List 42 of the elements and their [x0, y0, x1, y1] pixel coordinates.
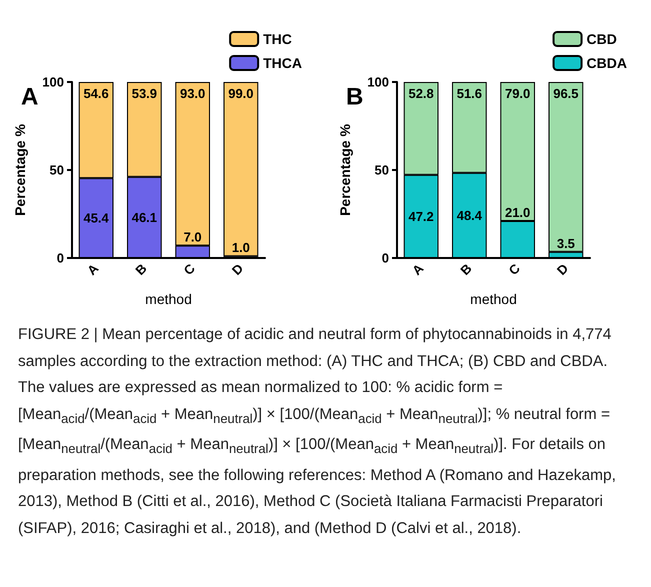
legend-label: CBD — [586, 31, 617, 47]
chart-title: B — [346, 84, 364, 110]
y-tick-label: 100 — [367, 74, 389, 90]
data-label: 54.6 — [83, 86, 109, 101]
data-label: 3.5 — [556, 236, 575, 251]
y-axis-title: Percentage % — [12, 124, 28, 216]
y-tick-label: 0 — [56, 250, 64, 266]
x-axis-title: method — [470, 291, 517, 307]
data-label: 21.0 — [504, 205, 530, 220]
x-tick-label: C — [506, 260, 524, 278]
chart-title: A — [21, 84, 38, 110]
x-tick-label: B — [132, 260, 150, 278]
x-tick-label: D — [554, 260, 572, 278]
data-label: 93.0 — [180, 86, 206, 101]
data-label: 53.9 — [132, 86, 158, 101]
legend-label: THC — [263, 31, 292, 47]
y-axis-title: Percentage % — [337, 124, 353, 216]
data-label: 7.0 — [184, 230, 202, 245]
x-tick-label: A — [409, 260, 427, 278]
y-tick-label: 50 — [374, 162, 389, 178]
data-label: 99.0 — [228, 86, 254, 101]
data-label: 48.4 — [456, 208, 483, 223]
data-label: 51.6 — [456, 86, 482, 101]
y-tick-label: 100 — [42, 74, 64, 90]
bar — [224, 82, 258, 256]
y-tick-label: 50 — [50, 162, 64, 178]
data-label: 79.0 — [504, 86, 530, 101]
text: FIGURE 2 | Mean percentage of acidic and neutral form of phytocannabinoids in 4,774 samples according to the extraction method: (A) THC and THCA; (B) CBD and CBDA. The values are expressed as mean normalized to 100: % acidic form = [Mean$_{acid}$/(Mean$_{acid}$ + Mean$_{neutral}$)] × [100/(Mean$_{acid}$ + Mean$_{neutral}$)]; % neutral form = [Mean$_{neutral}$/(Mean$_{acid}$ + Mean$_{neutral}$)] × [100/(Mean$_{acid}$ + Mean$_{neutral}$)]. For details on preparation methods, see the following references: Method A (Romano and Hazekamp, 2013), Method B (Citti et al., 2016), Method C (Società Italiana Farmacisti Preparatori (SIFAP), 2016; Casiraghi et al., 2018), and (Method D (Calvi et al., 2018). — [18, 326, 616, 537]
x-axis-title: method — [145, 291, 192, 307]
legend-label: CBDA — [586, 55, 628, 71]
data-label: 1.0 — [232, 240, 250, 256]
data-label: 46.1 — [132, 210, 158, 225]
data-label: 47.2 — [408, 208, 434, 224]
data-label: 96.5 — [553, 86, 579, 101]
data-label: 45.4 — [83, 210, 110, 226]
y-tick-label: 0 — [382, 250, 389, 266]
x-tick-label: C — [180, 260, 198, 278]
data-label: 52.8 — [408, 86, 434, 101]
x-tick-label: D — [228, 260, 246, 278]
x-tick-label: B — [457, 260, 475, 278]
legend-label: THCA — [263, 55, 302, 71]
x-tick-label: A — [84, 260, 102, 278]
